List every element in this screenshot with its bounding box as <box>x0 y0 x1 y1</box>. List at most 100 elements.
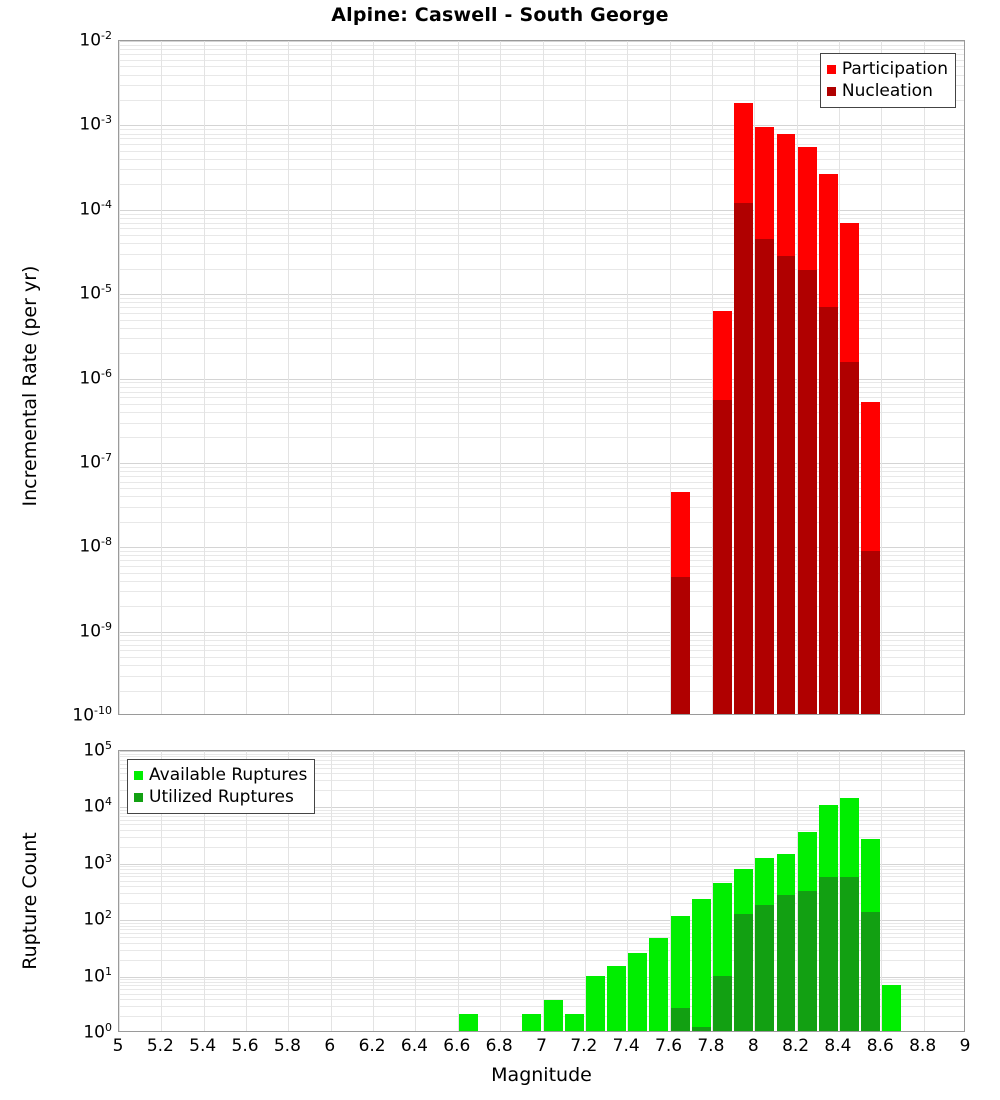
bar <box>776 751 796 1031</box>
bar-segment-inner <box>840 361 860 714</box>
bar <box>840 41 860 714</box>
gridline-horizontal <box>119 820 964 821</box>
y-tick-label: 103 <box>83 851 112 874</box>
bar-segment-inner <box>840 877 860 1031</box>
bar-segment-inner <box>818 877 838 1031</box>
gridline-vertical <box>712 41 713 714</box>
gridline-horizontal <box>119 920 964 921</box>
bar-segment-outer <box>882 985 902 1031</box>
x-tick-label: 8.2 <box>782 1036 810 1056</box>
bar <box>840 751 860 1031</box>
gridline-vertical <box>924 41 925 714</box>
gridline-horizontal <box>119 471 964 472</box>
gridline-horizontal <box>119 423 964 424</box>
gridline-horizontal <box>119 824 964 825</box>
gridline-horizontal <box>119 49 964 50</box>
legend-swatch-icon <box>826 86 836 96</box>
bar-segment-inner <box>670 1007 690 1031</box>
gridline-vertical <box>500 41 501 714</box>
gridline-horizontal <box>119 338 964 339</box>
gridline-horizontal <box>119 979 964 980</box>
gridline-horizontal <box>119 138 964 139</box>
legend-item-label: Nucleation <box>841 80 933 101</box>
gridline-vertical <box>585 751 586 1031</box>
legend-rupture-count: Available Ruptures Utilized Ruptures <box>127 759 316 814</box>
gridline-vertical <box>415 751 416 1031</box>
legend-swatch-icon <box>134 770 143 780</box>
gridline-horizontal <box>119 294 964 295</box>
bar <box>713 41 732 714</box>
gridline-horizontal <box>119 573 964 574</box>
legend-item: Available Ruptures <box>134 764 307 786</box>
gridline-vertical <box>500 751 501 1031</box>
gridline-horizontal <box>119 768 964 769</box>
gridline-vertical <box>161 751 162 1031</box>
gridline-horizontal <box>119 807 964 808</box>
bar <box>882 751 902 1031</box>
bar <box>649 751 669 1031</box>
gridline-horizontal <box>119 169 964 170</box>
x-tick-label: 9 <box>959 1036 971 1056</box>
gridline-horizontal <box>119 298 964 299</box>
gridline-horizontal <box>119 657 964 658</box>
gridline-horizontal <box>119 328 964 329</box>
gridline-horizontal <box>119 243 964 244</box>
gridline-horizontal <box>119 134 964 135</box>
gridline-horizontal <box>119 881 964 882</box>
gridline-horizontal <box>119 560 964 561</box>
gridline-horizontal <box>119 929 964 930</box>
gridline-horizontal <box>119 923 964 924</box>
bar <box>818 751 838 1031</box>
gridline-vertical <box>204 751 205 1031</box>
gridline-horizontal <box>119 488 964 489</box>
bar-segment-inner <box>734 913 754 1031</box>
x-tick-label: 5 <box>112 1036 124 1056</box>
gridline-horizontal <box>119 903 964 904</box>
bar <box>734 751 754 1031</box>
gridline-horizontal <box>119 228 964 229</box>
x-tick-label: 8.6 <box>866 1036 894 1056</box>
gridline-horizontal <box>119 756 964 757</box>
legend-item-label: Utilized Ruptures <box>149 786 294 807</box>
gridline-horizontal <box>119 412 964 413</box>
y-tick-label: 10-8 <box>79 535 112 557</box>
gridline-horizontal <box>119 989 964 990</box>
y-tick-label: 10-6 <box>79 366 112 389</box>
x-axis-title: Magnitude <box>491 1064 592 1086</box>
gridline-horizontal <box>119 566 964 567</box>
gridline-horizontal <box>119 269 964 270</box>
gridline-vertical <box>119 41 120 714</box>
gridline-horizontal <box>119 937 964 938</box>
gridline-vertical <box>543 751 544 1031</box>
gridline-horizontal <box>119 780 964 781</box>
gridline-horizontal <box>119 893 964 894</box>
bar <box>776 41 796 714</box>
y-tick-label: 105 <box>83 739 112 761</box>
bar-segment-inner <box>734 202 754 714</box>
legend-item: Nucleation <box>826 80 948 102</box>
bar <box>564 751 584 1031</box>
gridline-horizontal <box>119 837 964 838</box>
y-axis-title-top: Incremental Rate (per yr) <box>19 265 41 507</box>
gridline-horizontal <box>119 676 964 677</box>
bar <box>861 751 881 1031</box>
gridline-vertical <box>881 41 882 714</box>
gridline-horizontal <box>119 397 964 398</box>
gridline-vertical <box>543 41 544 714</box>
legend-item: Participation <box>826 58 948 80</box>
legend-incremental-rate: Participation Nucleation <box>819 53 956 108</box>
gridline-horizontal <box>119 476 964 477</box>
gridline-horizontal <box>119 129 964 130</box>
gridline-horizontal <box>119 994 964 995</box>
bar-segment-inner <box>776 255 796 714</box>
x-tick-label: 7 <box>536 1036 547 1056</box>
gridline-horizontal <box>119 313 964 314</box>
bar-segment-inner <box>755 238 775 714</box>
gridline-vertical <box>754 41 755 714</box>
bar-segment-inner <box>861 911 881 1031</box>
gridline-horizontal <box>119 125 964 126</box>
gridline-vertical <box>881 751 882 1031</box>
gridline-horizontal <box>119 302 964 303</box>
x-tick-label: 7.4 <box>612 1036 640 1056</box>
gridline-horizontal <box>119 773 964 774</box>
